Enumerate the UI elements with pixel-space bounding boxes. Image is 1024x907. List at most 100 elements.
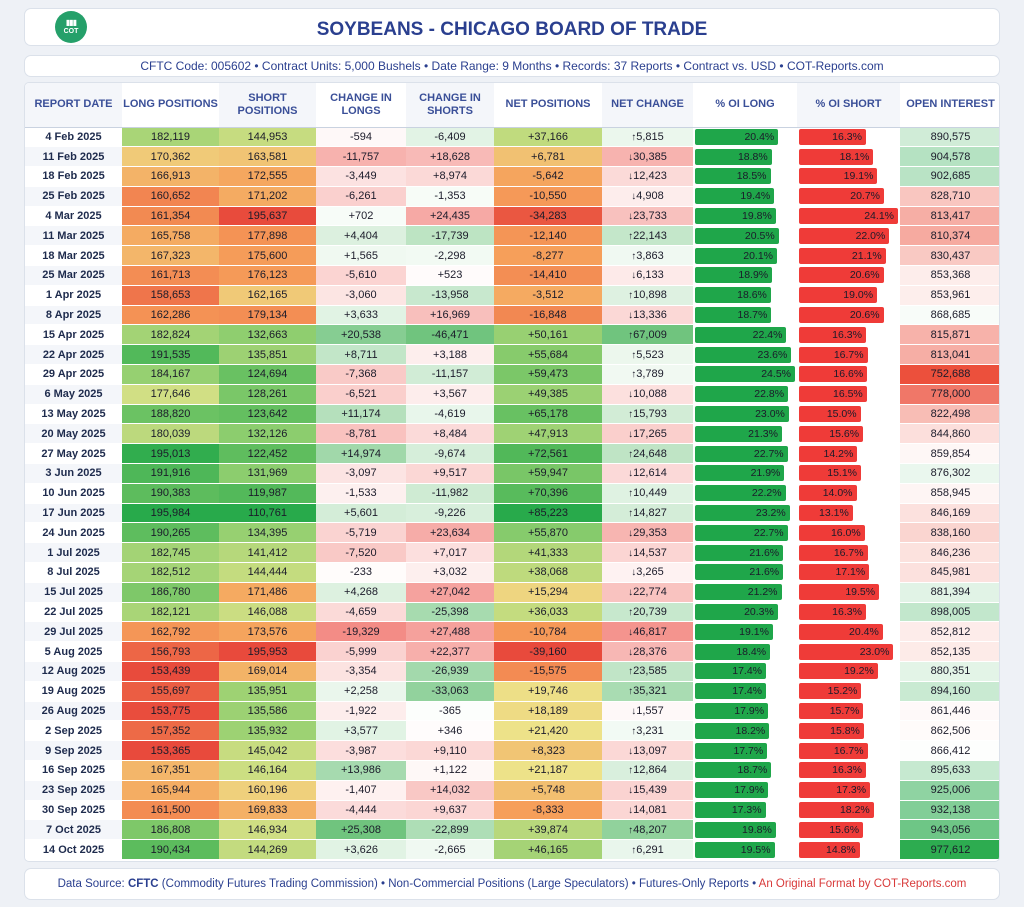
long-positions-cell: 190,434 xyxy=(122,839,219,860)
table-row[interactable]: 13 May 2025 188,820 123,642 +11,174 -4,619 +6… xyxy=(25,404,999,425)
table-row[interactable]: 1 Jul 2025 182,745 141,412 -7,520 +7,017 +41,… xyxy=(25,542,999,564)
pct-oi-long-bar: 18.7% xyxy=(695,762,772,779)
table-row[interactable]: 11 Feb 2025 170,362 163,581 -11,757 +18,628 +… xyxy=(25,146,999,168)
table-row[interactable]: 29 Jul 2025 162,792 173,576 -19,329 +27,488-… xyxy=(25,621,999,643)
change-shorts-cell: +7,017 xyxy=(406,542,494,564)
pct-oi-long-cell: 17.3% xyxy=(693,800,797,821)
pct-oi-long-bar: 18.7% xyxy=(695,307,772,324)
arrow-down-icon: ↓ xyxy=(628,211,634,223)
pct-oi-long-cell: 21.9% xyxy=(693,463,797,484)
change-longs-cell: +20,538 xyxy=(316,324,406,346)
net-positions-cell: -12,140 xyxy=(494,225,602,247)
column-header[interactable]: SHORT POSITIONS xyxy=(219,83,316,128)
net-change-cell: ↑14,827 xyxy=(602,503,693,524)
table-row[interactable]: 12 Aug 2025 153,439 169,014 -3,354 -26,939 -1… xyxy=(25,661,999,682)
column-header[interactable]: REPORT DATE xyxy=(25,83,122,128)
column-header[interactable]: NET POSITIONS xyxy=(494,83,602,128)
column-header[interactable]: NET CHANGE xyxy=(602,83,693,128)
arrow-down-icon: ↓ xyxy=(628,151,634,163)
table-row[interactable]: 4 Mar 2025 161,354 195,637 +702 +24,435 -34,2… xyxy=(25,206,999,227)
pct-oi-long-bar: 23.0% xyxy=(695,406,789,423)
column-header[interactable]: OPEN INTEREST xyxy=(900,83,999,128)
table-row[interactable]: 6 May 2025 177,646 128,261 -6,521 +3,567 +49,… xyxy=(25,384,999,405)
report-date-cell: 29 Apr 2025 xyxy=(25,364,122,385)
table-row[interactable]: 4 Feb 2025 182,119 144,953 -594 -6,409 +37,16… xyxy=(25,127,999,148)
table-row[interactable]: 27 May 2025 195,013 122,452 +14,974 -9,674 +7… xyxy=(25,443,999,465)
table-row[interactable]: 14 Oct 2025 190,434 144,269 +3,626 -2,665 +46… xyxy=(25,839,999,860)
pct-oi-long-bar: 20.1% xyxy=(695,247,778,264)
table-row[interactable]: 3 Jun 2025 191,916 131,969 -3,097 +9,517 +59,… xyxy=(25,463,999,484)
report-date-cell: 20 May 2025 xyxy=(25,423,122,445)
pct-oi-long-cell: 18.2% xyxy=(693,720,797,742)
pct-oi-short-cell: 19.0% xyxy=(797,285,900,306)
pct-oi-long-cell: 22.4% xyxy=(693,324,797,346)
table-row[interactable]: 22 Apr 2025 191,535 135,851 +8,711 +3,188 +55… xyxy=(25,344,999,366)
table-row[interactable]: 25 Mar 2025 161,713 176,123 -5,610 +523 -14,4… xyxy=(25,265,999,286)
table-row[interactable]: 2 Sep 2025 157,352 135,932 +3,577 +346 +21,42… xyxy=(25,720,999,742)
pct-oi-long-cell: 18.7% xyxy=(693,760,797,781)
pct-oi-short-cell: 15.2% xyxy=(797,681,900,702)
table-row[interactable]: 22 Jul 2025 182,121 146,088 -4,659 -25,398 +3… xyxy=(25,602,999,623)
pct-oi-short-bar: 21.1% xyxy=(799,247,886,264)
long-positions-cell: 188,820 xyxy=(122,404,219,425)
table-row[interactable]: 17 Jun 2025 195,984 110,761 +5,601 -9,226 +85… xyxy=(25,503,999,524)
arrow-up-icon: ↑ xyxy=(631,349,637,361)
short-positions-cell: 146,164 xyxy=(219,760,316,781)
table-row[interactable]: 20 May 2025 180,039 132,126 -8,781 +8,484 +47… xyxy=(25,423,999,445)
report-date-cell: 23 Sep 2025 xyxy=(25,780,122,801)
table-row[interactable]: 30 Sep 2025 161,500 169,833 -4,444 +9,637 -8,… xyxy=(25,800,999,821)
net-change-cell: ↑3,863 xyxy=(602,245,693,267)
table-row[interactable]: 23 Sep 2025 165,944 160,196 -1,407 +14,032 +5… xyxy=(25,780,999,801)
column-header[interactable]: CHANGE IN LONGS xyxy=(316,83,406,128)
table-row[interactable]: 18 Feb 2025 166,913 172,555 -3,449 +8,974 -5,… xyxy=(25,166,999,187)
pct-oi-long-cell: 18.9% xyxy=(693,265,797,286)
net-change-cell: ↓29,353 xyxy=(602,522,693,544)
table-row[interactable]: 5 Aug 2025 156,793 195,953 -5,999 +22,377 -39… xyxy=(25,641,999,663)
table-row[interactable]: 16 Sep 2025 167,351 146,164 +13,986 +1,122 +2… xyxy=(25,760,999,781)
arrow-down-icon: ↓ xyxy=(628,428,634,440)
table-row[interactable]: 11 Mar 2025 165,758 177,898 +4,404 -17,739 -1… xyxy=(25,225,999,247)
open-interest-cell: 881,394 xyxy=(900,582,999,603)
short-positions-cell: 162,165 xyxy=(219,285,316,306)
net-change-value: 67,009 xyxy=(633,328,667,341)
change-longs-cell: -19,329 xyxy=(316,621,406,643)
footer-lead: Data Source: xyxy=(57,878,128,890)
table-row[interactable]: 25 Feb 2025 160,652 171,202 -6,261 -1,353 -10… xyxy=(25,186,999,207)
table-row[interactable]: 19 Aug 2025 155,697 135,951 +2,258 -33,063 +1… xyxy=(25,681,999,702)
long-positions-cell: 160,652 xyxy=(122,186,219,207)
column-header[interactable]: % OI SHORT xyxy=(797,83,900,128)
table-row[interactable]: 26 Aug 2025 153,775 135,586 -1,922 -365 +18,1… xyxy=(25,701,999,722)
pct-oi-long-cell: 20.3% xyxy=(693,602,797,623)
long-positions-cell: 156,793 xyxy=(122,641,219,663)
table-row[interactable]: 24 Jun 2025 190,265 134,395 -5,719 +23,634 +5… xyxy=(25,522,999,544)
table-row[interactable]: 7 Oct 2025 186,808 146,934 +25,308 -22,899 +3… xyxy=(25,819,999,841)
pct-oi-long-cell: 18.7% xyxy=(693,305,797,326)
open-interest-cell: 895,633 xyxy=(900,760,999,781)
net-positions-cell: +70,396 xyxy=(494,483,602,504)
change-longs-cell: -3,060 xyxy=(316,285,406,306)
table-row[interactable]: 8 Apr 2025 162,286 179,134 +3,633 +16,969 -16… xyxy=(25,305,999,326)
column-header[interactable]: LONG POSITIONS xyxy=(122,83,219,128)
open-interest-cell: 943,056 xyxy=(900,819,999,841)
table-row[interactable]: 9 Sep 2025 153,365 145,042 -3,987 +9,110 +8,3… xyxy=(25,740,999,761)
pct-oi-short-bar: 16.7% xyxy=(799,544,868,561)
table-row[interactable]: 15 Apr 2025 182,824 132,663 +20,538 -46,471 +… xyxy=(25,324,999,346)
report-date-cell: 14 Oct 2025 xyxy=(25,839,122,860)
report-date-cell: 12 Aug 2025 xyxy=(25,661,122,682)
table-body: 4 Feb 2025 182,119 144,953 -594 -6,409 +37,16… xyxy=(25,127,999,860)
open-interest-cell: 815,871 xyxy=(900,324,999,346)
table-row[interactable]: 18 Mar 2025 167,323 175,600 +1,565 -2,298 -8,… xyxy=(25,245,999,267)
pct-oi-short-cell: 19.2% xyxy=(797,661,900,682)
table-header-row: REPORT DATE LONG POSITIONS SHORT POSITIONS… xyxy=(25,83,999,128)
open-interest-cell: 838,160 xyxy=(900,522,999,544)
table-row[interactable]: 10 Jun 2025 190,383 119,987 -1,533 -11,982 +7… xyxy=(25,483,999,504)
table-row[interactable]: 29 Apr 2025 184,167 124,694 -7,368 -11,157 +5… xyxy=(25,364,999,385)
net-positions-cell: +39,874 xyxy=(494,819,602,841)
column-header[interactable]: CHANGE IN SHORTS xyxy=(406,83,494,128)
change-longs-cell: -5,999 xyxy=(316,641,406,663)
column-header[interactable]: % OI LONG xyxy=(693,83,797,128)
table-row[interactable]: 1 Apr 2025 158,653 162,165 -3,060 -13,958 -3,… xyxy=(25,285,999,306)
pct-oi-long-bar: 21.2% xyxy=(695,584,782,601)
table-row[interactable]: 8 Jul 2025 182,512 144,444 -233 +3,032 +38,06… xyxy=(25,562,999,583)
table-row[interactable]: 15 Jul 2025 186,780 171,486 +4,268 +27,042 +1… xyxy=(25,582,999,603)
